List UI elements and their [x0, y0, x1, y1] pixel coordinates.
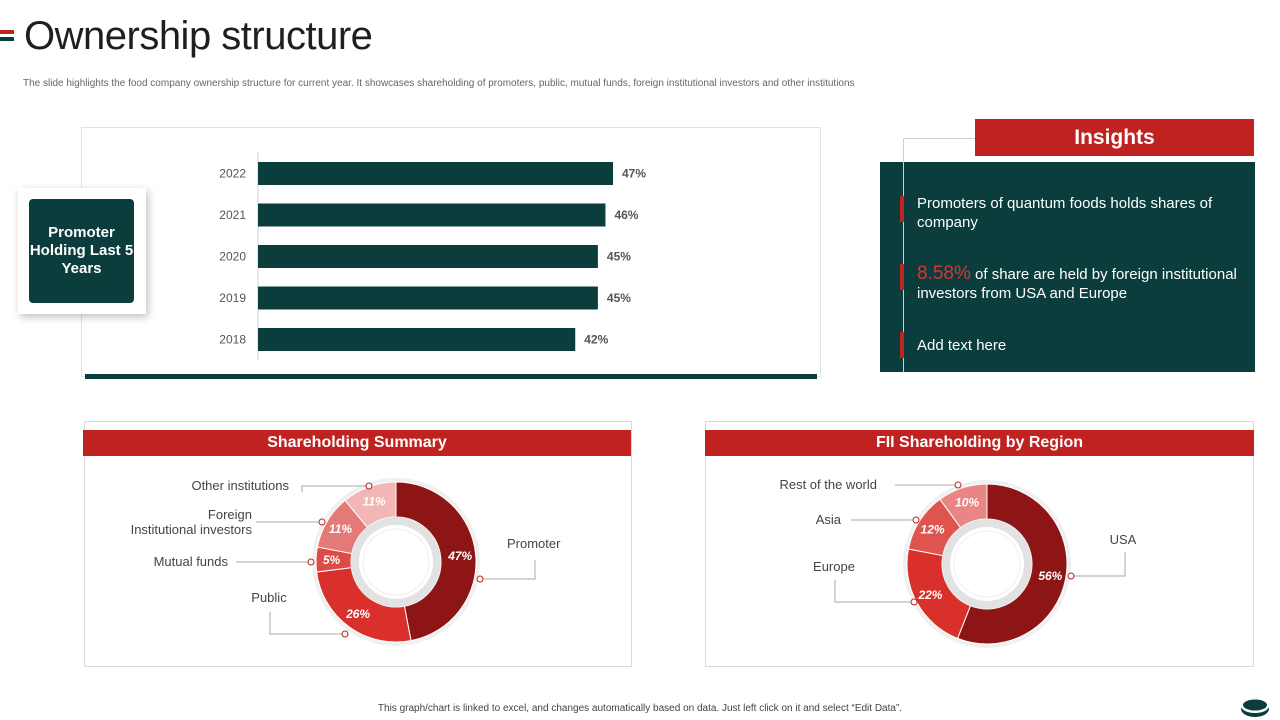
- bar-2019: [258, 286, 598, 310]
- insight-marker-2: [900, 264, 904, 290]
- donut-center-ring: [953, 530, 1021, 598]
- donut-value-label: 22%: [917, 588, 942, 602]
- insight-item-2-text: of share are held by foreign institution…: [917, 266, 1237, 302]
- donut-value-label: 10%: [955, 496, 979, 510]
- promoter-holding-label: Promoter Holding Last 5 Years: [29, 199, 134, 303]
- page-subtitle: The slide highlights the food company ow…: [23, 78, 855, 89]
- leader-dot: [365, 482, 373, 490]
- donut-category-label: Europe: [813, 559, 855, 574]
- leader-dot: [1067, 572, 1075, 580]
- page-title: Ownership structure: [24, 14, 373, 58]
- shareholding-summary-title: Shareholding Summary: [83, 430, 631, 456]
- insight-marker-3: [900, 332, 904, 358]
- donut-value-label: 11%: [363, 494, 386, 508]
- donut-value-label: 47%: [447, 549, 472, 563]
- donut-category-label: Public: [251, 590, 287, 605]
- insight-highlight-value: 8.58%: [917, 263, 971, 284]
- donut-value-label: 5%: [323, 553, 341, 567]
- leader-dot: [307, 558, 315, 566]
- bar-panel-bottom-strip: [85, 374, 817, 379]
- logo-icon: [1241, 699, 1269, 717]
- donut-value-label: 26%: [345, 607, 370, 621]
- shareholding-summary-panel: [84, 421, 632, 667]
- bar-category-label: 2022: [219, 167, 246, 181]
- bar-value-label: 42%: [584, 333, 608, 347]
- bar-category-label: 2020: [219, 250, 246, 264]
- leader-dot: [910, 598, 918, 606]
- leader-line: [834, 580, 914, 603]
- leader-line: [480, 560, 536, 580]
- shareholding-summary-donut[interactable]: 47% 26% 5% 11% 11% Promoter Public Mutual funds…: [84, 456, 632, 666]
- bar-value-label: 45%: [607, 291, 631, 305]
- insights-panel: [880, 162, 1255, 372]
- donut-value-label: 11%: [329, 522, 352, 536]
- bar-value-label: 47%: [622, 167, 646, 181]
- leader-line: [1071, 552, 1126, 577]
- insights-title: Insights: [975, 119, 1254, 156]
- bar-category-label: 2019: [219, 291, 246, 305]
- insight-item-3: Add text here: [917, 337, 1007, 354]
- fii-region-title: FII Shareholding by Region: [705, 430, 1254, 456]
- bar-value-label: 46%: [614, 208, 638, 222]
- donut-category-label: Asia: [816, 512, 842, 527]
- leader-line: [301, 485, 369, 492]
- donut-category-label: Institutional investors: [131, 522, 253, 537]
- insights-vertical-line: [903, 138, 904, 372]
- bar-2022: [258, 162, 613, 185]
- title-accent: [0, 30, 14, 44]
- donut-category-label: Foreign: [208, 507, 252, 522]
- donut-category-label: Other institutions: [191, 478, 289, 493]
- insights-connector: [903, 138, 976, 139]
- donut-value-label: 56%: [1038, 569, 1062, 583]
- leader-line: [269, 612, 345, 635]
- leader-dot: [318, 518, 326, 526]
- donut-center: [950, 527, 1024, 601]
- fii-region-panel: [705, 421, 1254, 667]
- leader-dot: [476, 575, 484, 583]
- insight-item-1: Promoters of quantum foods holds shares …: [917, 195, 1213, 231]
- leader-dot: [912, 516, 920, 524]
- leader-dot: [954, 481, 962, 489]
- donut-category-label: Rest of the world: [779, 477, 877, 492]
- donut-center-ring: [362, 528, 430, 596]
- bar-2020: [258, 245, 598, 268]
- donut-category-label: USA: [1110, 532, 1137, 547]
- bar-category-label: 2021: [219, 208, 246, 222]
- fii-region-donut[interactable]: 56% 22% 12% 10% USA Europe Asia Rest of the wor…: [705, 456, 1254, 666]
- donut-category-label: Promoter: [507, 536, 561, 551]
- bar-2018: [258, 328, 576, 351]
- bar-category-label: 2018: [219, 333, 246, 347]
- bar-value-label: 45%: [607, 250, 631, 264]
- leader-dot: [341, 630, 349, 638]
- donut-center: [359, 525, 433, 599]
- donut-value-label: 12%: [921, 522, 945, 536]
- insight-marker-1: [900, 196, 904, 222]
- bar-2021: [258, 203, 606, 227]
- insight-item-2: 8.58% of share are held by foreign insti…: [917, 264, 1237, 303]
- donut-category-label: Mutual funds: [154, 554, 229, 569]
- footer-note: This graph/chart is linked to excel, and…: [377, 703, 903, 714]
